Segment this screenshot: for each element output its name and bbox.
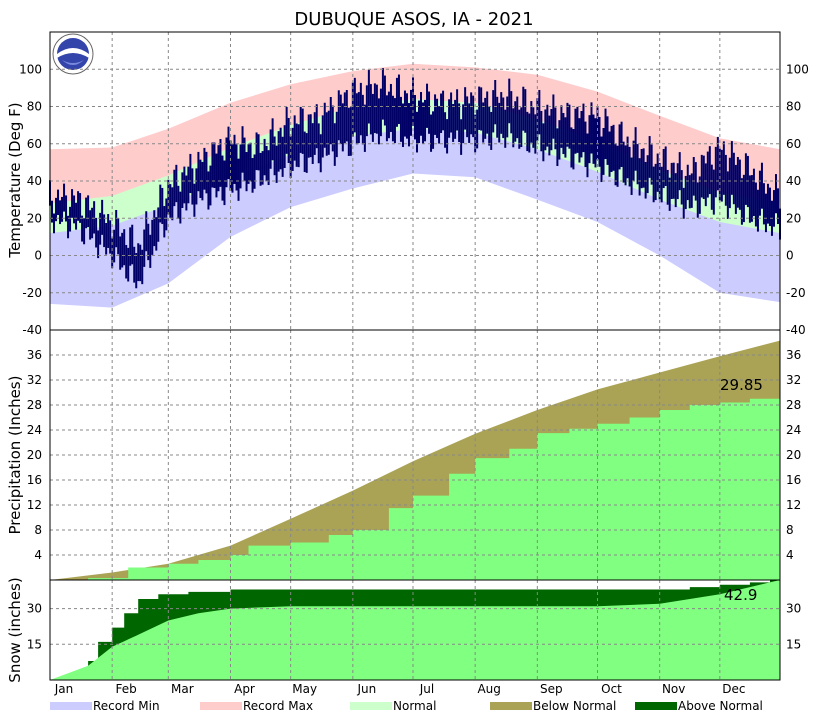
y-tick-label-right: 24 — [786, 423, 801, 437]
month-label: Jul — [419, 682, 434, 696]
temperature-axis-label: Temperature (Deg F) — [6, 102, 24, 258]
month-label: May — [292, 682, 317, 696]
legend-label: Normal — [393, 699, 436, 713]
snow-total-annotation: 42.9 — [724, 586, 757, 604]
month-label: Oct — [601, 682, 622, 696]
y-tick-label-left: 32 — [27, 373, 42, 387]
y-tick-label-left: -20 — [22, 286, 42, 300]
legend-swatch — [490, 702, 532, 710]
y-tick-label-left: 20 — [27, 211, 42, 225]
y-tick-label-left: 80 — [27, 100, 42, 114]
legend-swatch — [50, 702, 92, 710]
month-axis: Jan Feb Mar Apr May Jun Jul Aug Sep Oct Nov Dec — [54, 682, 746, 696]
record-max-area — [50, 63, 780, 223]
month-label: Dec — [722, 682, 745, 696]
precipitation-total-annotation: 29.85 — [720, 376, 763, 394]
legend-swatch — [350, 702, 392, 710]
legend-swatch — [635, 702, 677, 710]
y-tick-label-left: 100 — [19, 62, 42, 76]
snow-axis-label: Snow (inches) — [6, 577, 24, 682]
y-tick-label-right: 16 — [786, 473, 801, 487]
y-tick-label-right: -40 — [786, 323, 806, 337]
precipitation-panel: 4 4 8 8 12 12 16 16 20 20 24 24 28 28 32 32 36 36 — [27, 330, 801, 580]
y-tick-label-right: 40 — [786, 174, 801, 188]
chart-title: DUBUQUE ASOS, IA - 2021 — [294, 9, 533, 30]
y-tick-label-right: 15 — [786, 637, 801, 651]
y-tick-label-right: 20 — [786, 211, 801, 225]
snow-panel: 15 15 30 30 — [27, 577, 801, 680]
y-tick-label-right: 36 — [786, 348, 801, 362]
y-tick-label-left: 15 — [27, 637, 42, 651]
y-tick-label-left: 16 — [27, 473, 42, 487]
y-tick-label-right: 32 — [786, 373, 801, 387]
precipitation-axis-label: Precipitation (Inches) — [6, 376, 24, 535]
legend-label: Record Min — [93, 699, 160, 713]
month-label: Feb — [116, 682, 137, 696]
y-tick-label-right: -20 — [786, 286, 806, 300]
y-tick-label-left: 8 — [34, 523, 42, 537]
y-tick-label-right: 4 — [786, 548, 794, 562]
month-label: Jun — [356, 682, 376, 696]
legend-swatch — [200, 702, 242, 710]
y-tick-label-left: 0 — [34, 249, 42, 263]
y-tick-label-right: 20 — [786, 448, 801, 462]
y-tick-label-right: 0 — [786, 249, 794, 263]
y-tick-label-left: 12 — [27, 498, 42, 512]
month-label: Apr — [234, 682, 255, 696]
y-tick-label-right: 30 — [786, 602, 801, 616]
legend-label: Below Normal — [533, 699, 616, 713]
y-tick-label-left: 4 — [34, 548, 42, 562]
month-label: Sep — [540, 682, 563, 696]
y-tick-label-left: 30 — [27, 602, 42, 616]
y-tick-label-right: 80 — [786, 100, 801, 114]
y-tick-label-left: 24 — [27, 423, 42, 437]
noaa-logo-icon — [52, 33, 94, 75]
y-tick-label-left: 36 — [27, 348, 42, 362]
y-tick-label-left: 28 — [27, 398, 42, 412]
month-label: Aug — [477, 682, 500, 696]
month-label: Nov — [662, 682, 685, 696]
y-tick-label-right: 12 — [786, 498, 801, 512]
legend-label: Record Max — [243, 699, 313, 713]
y-tick-label-left: 20 — [27, 448, 42, 462]
y-tick-label-right: 60 — [786, 137, 801, 151]
y-tick-label-left: 60 — [27, 137, 42, 151]
month-label: Mar — [171, 682, 194, 696]
y-tick-label-right: 28 — [786, 398, 801, 412]
temperature-panel: -40 -40 -20 -20 0 0 20 20 40 40 60 60 80 80 100 100 — [19, 32, 809, 337]
month-label: Jan — [54, 682, 74, 696]
legend: Record Min Record Max Normal Below Normal Ab… — [50, 699, 763, 713]
legend-label: Above Normal — [678, 699, 763, 713]
y-tick-label-left: 40 — [27, 174, 42, 188]
y-tick-label-right: 8 — [786, 523, 794, 537]
y-tick-label-right: 100 — [786, 62, 809, 76]
y-tick-label-left: -40 — [22, 323, 42, 337]
panel-border — [49, 579, 781, 681]
